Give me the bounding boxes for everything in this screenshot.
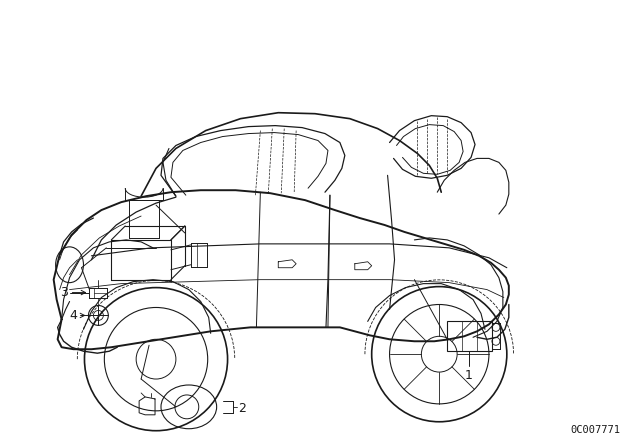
Text: 1: 1 bbox=[465, 369, 473, 382]
Text: 2: 2 bbox=[239, 402, 246, 415]
Text: 0C007771: 0C007771 bbox=[570, 425, 620, 435]
Text: 3: 3 bbox=[60, 286, 68, 299]
Text: 4: 4 bbox=[70, 309, 77, 322]
